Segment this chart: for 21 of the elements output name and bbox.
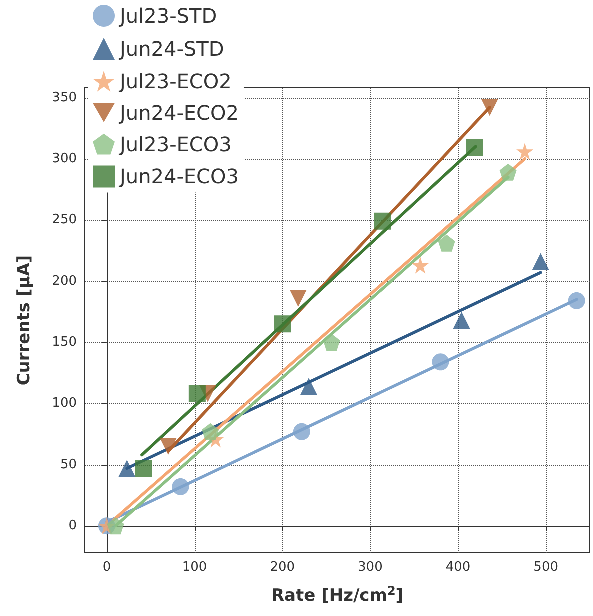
legend-label: Jul23-ECO2 xyxy=(118,69,232,94)
y-axis-title: Currents [μA] xyxy=(14,255,34,386)
y-tick-label: 200 xyxy=(52,274,77,289)
y-tick-label: 0 xyxy=(68,518,77,534)
x-tick-label: 300 xyxy=(358,560,383,575)
y-tick-label: 100 xyxy=(52,396,77,412)
y-tick-label: 50 xyxy=(60,457,77,472)
x-tick-label: 400 xyxy=(446,560,471,575)
y-tick-label: 150 xyxy=(52,335,77,350)
x-tick-label: 500 xyxy=(534,560,558,575)
y-tick-label: 250 xyxy=(52,212,77,228)
x-tick-label: 200 xyxy=(270,560,296,575)
x-tick-label: 0 xyxy=(102,560,112,575)
legend-label: Jun24-STD xyxy=(118,37,224,61)
x-tick-label: 100 xyxy=(182,560,208,575)
legend-label: Jul23-ECO3 xyxy=(118,132,232,156)
legend-label: Jul23-STD xyxy=(118,4,218,28)
legend-label: Jun24-ECO3 xyxy=(118,164,239,189)
legend-label: Jun24-ECO2 xyxy=(118,100,239,125)
y-tick-label: 350 xyxy=(52,90,77,106)
y-tick-label: 300 xyxy=(52,151,77,166)
